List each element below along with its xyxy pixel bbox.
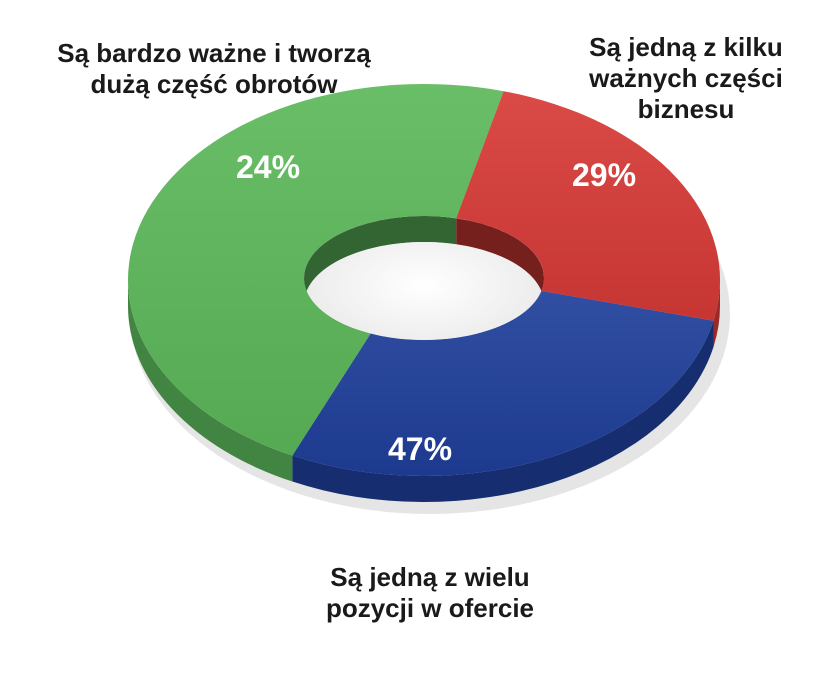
slice-gloss-2 — [456, 91, 721, 321]
slice-side-0 — [292, 320, 714, 502]
slice-inner-wall-2 — [456, 218, 544, 304]
category-label-0: Są jedną z kilku ważnych części biznesu — [588, 32, 783, 124]
category-label-1: Są jedną z wielu pozycji w ofercie — [326, 562, 534, 623]
slice-gloss-1 — [127, 83, 504, 456]
slice-inner-wall-1 — [304, 216, 457, 304]
slice-side-2 — [713, 280, 720, 347]
category-label-2: Są bardzo ważne i tworzą dużą część obrot… — [57, 38, 371, 99]
slice-side-1 — [128, 280, 293, 482]
data-label-0: 29% — [572, 157, 636, 193]
data-label-2: 24% — [236, 149, 300, 185]
slice-gloss-0 — [292, 290, 714, 476]
data-label-1: 47% — [388, 431, 452, 467]
